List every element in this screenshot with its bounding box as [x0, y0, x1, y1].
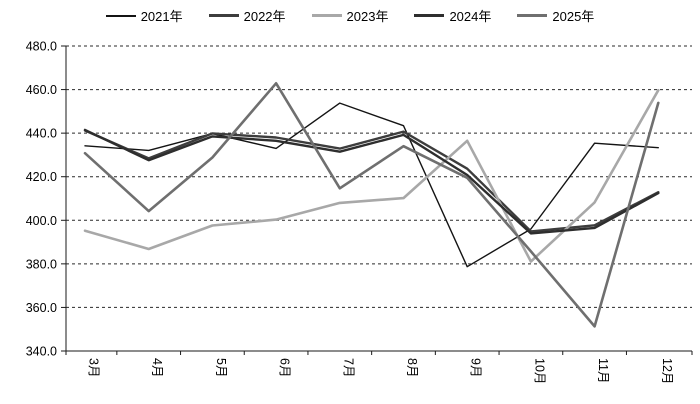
x-axis-label: 3月 — [87, 358, 101, 377]
y-axis-label: 400.0 — [26, 214, 57, 228]
series-line-2021年 — [84, 102, 659, 268]
y-axis-label: 440.0 — [26, 127, 57, 141]
series-line-2025年 — [83, 82, 660, 328]
x-axis-label: 8月 — [405, 358, 419, 377]
y-axis-label: 340.0 — [26, 345, 57, 359]
y-axis-label: 380.0 — [26, 257, 57, 271]
y-axis-label: 480.0 — [26, 40, 57, 54]
x-axis-label: 12月 — [660, 358, 674, 384]
y-axis-label: 360.0 — [26, 301, 57, 315]
series-line-2023年 — [83, 88, 660, 263]
x-axis-label: 6月 — [278, 358, 292, 377]
x-axis-label: 11月 — [596, 358, 610, 383]
y-axis-label: 420.0 — [26, 170, 57, 184]
series-line-2024年 — [83, 128, 660, 235]
x-axis-label: 10月 — [532, 358, 546, 384]
y-axis-label: 460.0 — [26, 83, 57, 97]
x-axis-label: 9月 — [469, 358, 483, 377]
x-axis-label: 7月 — [341, 358, 355, 377]
x-axis-label: 5月 — [214, 358, 228, 377]
x-axis-label: 4月 — [150, 358, 164, 377]
series-line-2022年 — [83, 129, 660, 233]
